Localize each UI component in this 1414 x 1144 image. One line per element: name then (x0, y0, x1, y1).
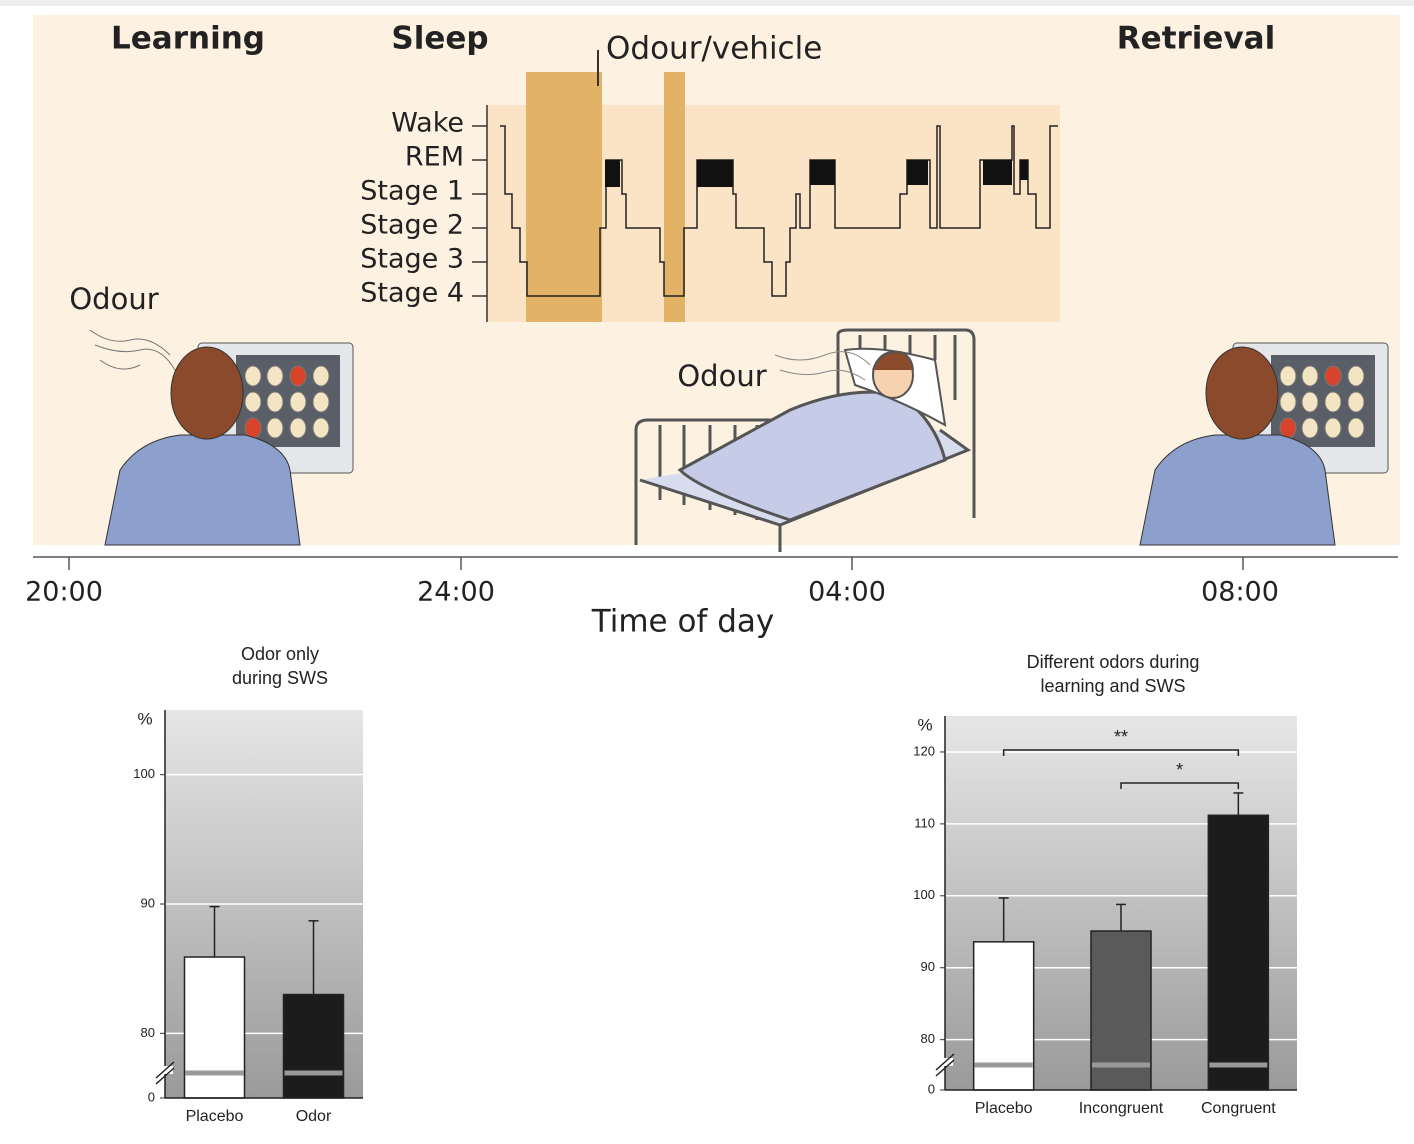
stage-label: REM (405, 142, 464, 173)
y-tick-label: 100 (133, 766, 155, 781)
stage-label: Stage 2 (360, 210, 464, 241)
y-tick-label: 90 (921, 959, 935, 974)
odour-label: Odour (677, 359, 766, 393)
time-tick-label: 20:00 (25, 577, 103, 608)
y-tick-label: 80 (141, 1025, 155, 1040)
odour-label: Odour (69, 282, 158, 316)
stage-label: Stage 3 (360, 244, 464, 275)
x-tick-label: Incongruent (1079, 1100, 1164, 1117)
y-tick-label: 90 (141, 895, 155, 910)
bar (185, 957, 245, 1098)
y-tick-label: 0 (148, 1089, 155, 1104)
stage-label: Wake (391, 108, 464, 139)
y-tick-label: 120 (913, 743, 935, 758)
time-ticks (69, 557, 1243, 570)
x-tick-label: Placebo (975, 1100, 1033, 1117)
significance-label: ** (1114, 727, 1128, 747)
odour-band (664, 72, 685, 322)
chart-title: Odor only during SWS (120, 642, 440, 690)
x-tick-label: Placebo (186, 1108, 244, 1125)
x-axis-title: Time of day (591, 604, 774, 640)
chart: Learning Sleep Retrieval Odour/vehicle W… (0, 0, 1414, 1144)
stage-label: Stage 1 (360, 176, 464, 207)
bar (974, 942, 1034, 1090)
y-tick-label: 0 (928, 1081, 935, 1096)
phase-label: Retrieval (1117, 21, 1275, 57)
time-tick-label: 08:00 (1201, 577, 1279, 608)
y-axis-title: % (917, 715, 932, 734)
time-tick-label: 04:00 (808, 577, 886, 608)
top-border (0, 0, 1414, 6)
x-tick-label: Odor (296, 1108, 332, 1125)
x-tick-label: Congruent (1201, 1100, 1276, 1117)
figure: Learning Sleep Retrieval Odour/vehicle W… (0, 0, 1414, 1144)
phase-label: Learning (111, 21, 265, 57)
significance-label: * (1176, 760, 1183, 780)
odour-band (526, 72, 602, 322)
y-tick-label: 100 (913, 887, 935, 902)
y-axis-title: % (137, 709, 152, 728)
y-tick-label: 110 (914, 815, 935, 830)
bar (1208, 815, 1268, 1090)
bar (284, 995, 344, 1098)
y-tick-label: 80 (921, 1031, 935, 1046)
time-tick-label: 24:00 (417, 577, 495, 608)
chart-title: Different odors during learning and SWS (953, 650, 1273, 698)
odour-vehicle-label: Odour/vehicle (606, 31, 822, 67)
phase-label: Sleep (391, 21, 488, 57)
stage-label: Stage 4 (360, 278, 464, 309)
